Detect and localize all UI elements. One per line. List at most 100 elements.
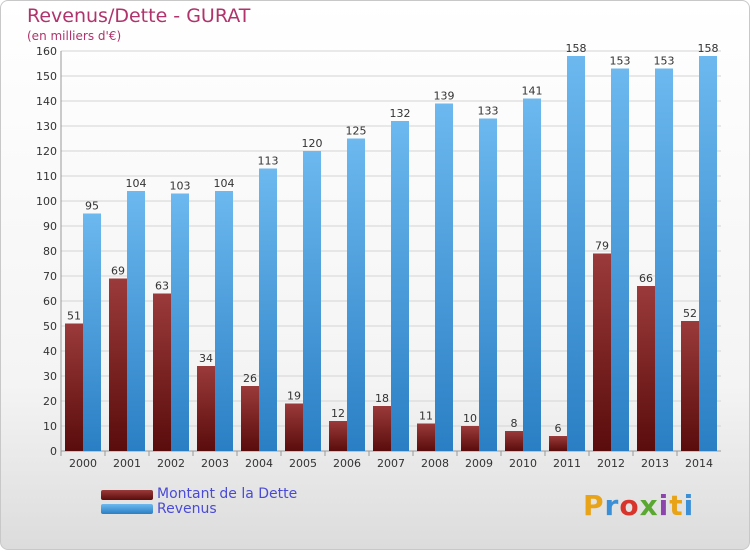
x-tick-label: 2013 [641, 457, 669, 470]
x-tick-label: 2002 [157, 457, 185, 470]
x-tick-label: 2001 [113, 457, 141, 470]
data-label-revenue: 95 [85, 200, 99, 213]
data-label-revenue: 153 [654, 55, 675, 68]
y-tick-label: 50 [43, 320, 57, 333]
data-label-revenue: 133 [478, 105, 499, 118]
data-label-debt: 26 [243, 372, 257, 385]
bar-revenue [655, 68, 673, 451]
bar-revenue [83, 213, 101, 451]
logo-letter: P [583, 489, 605, 522]
data-label-debt: 66 [639, 272, 653, 285]
y-tick-label: 40 [43, 345, 57, 358]
bar-debt [549, 436, 567, 451]
legend-swatch-revenue [101, 504, 153, 514]
data-label-debt: 11 [419, 410, 433, 423]
data-label-debt: 79 [595, 240, 609, 253]
data-label-debt: 8 [511, 417, 518, 430]
x-tick-label: 2009 [465, 457, 493, 470]
logo-letter: i [683, 489, 695, 522]
data-label-debt: 52 [683, 307, 697, 320]
data-label-revenue: 104 [214, 177, 235, 190]
y-tick-label: 150 [36, 70, 57, 83]
logo-letter: t [669, 489, 684, 522]
y-tick-label: 70 [43, 270, 57, 283]
bar-revenue [391, 121, 409, 451]
y-tick-label: 90 [43, 220, 57, 233]
bar-debt [417, 423, 435, 451]
bars [65, 56, 717, 451]
x-tick-label: 2007 [377, 457, 405, 470]
data-label-debt: 12 [331, 407, 345, 420]
y-tick-label: 160 [36, 45, 57, 58]
y-tick-label: 10 [43, 420, 57, 433]
x-tick-label: 2005 [289, 457, 317, 470]
y-tick-label: 130 [36, 120, 57, 133]
y-tick-label: 140 [36, 95, 57, 108]
data-label-revenue: 120 [302, 137, 323, 150]
data-label-debt: 10 [463, 412, 477, 425]
proxiti-logo: Proxiti [583, 489, 694, 522]
bar-revenue [215, 191, 233, 451]
y-tick-label: 20 [43, 395, 57, 408]
bar-revenue [567, 56, 585, 451]
y-tick-label: 80 [43, 245, 57, 258]
data-label-debt: 19 [287, 390, 301, 403]
data-label-revenue: 103 [170, 180, 191, 193]
legend-swatch-debt [101, 490, 153, 500]
y-tick-label: 0 [50, 445, 57, 458]
bar-debt [637, 286, 655, 451]
bar-debt [373, 406, 391, 451]
data-label-revenue: 139 [434, 90, 455, 103]
data-label-revenue: 113 [258, 155, 279, 168]
bar-revenue [259, 168, 277, 451]
bar-debt [65, 323, 83, 451]
y-tick-label: 60 [43, 295, 57, 308]
y-tick-label: 110 [36, 170, 57, 183]
data-label-debt: 18 [375, 392, 389, 405]
bar-debt [109, 278, 127, 451]
logo-letter: o [619, 489, 640, 522]
data-label-debt: 34 [199, 352, 213, 365]
bar-revenue [699, 56, 717, 451]
bar-debt [593, 253, 611, 451]
data-label-revenue: 158 [698, 42, 719, 55]
bar-debt [285, 403, 303, 451]
bar-revenue [303, 151, 321, 451]
x-tick-label: 2010 [509, 457, 537, 470]
bar-revenue [127, 191, 145, 451]
bar-debt [329, 421, 347, 451]
x-tick-label: 2003 [201, 457, 229, 470]
data-label-revenue: 132 [390, 107, 411, 120]
legend-label-debt: Montant de la Dette [157, 486, 298, 502]
chart-subtitle: (en milliers d'€) [27, 29, 122, 43]
bar-debt [153, 293, 171, 451]
bar-debt [197, 366, 215, 451]
data-label-revenue: 125 [346, 125, 367, 138]
bar-revenue [171, 193, 189, 451]
bar-revenue [347, 138, 365, 451]
y-tick-label: 100 [36, 195, 57, 208]
bar-debt [505, 431, 523, 451]
logo-letter: r [604, 489, 620, 522]
data-label-debt: 51 [67, 310, 81, 323]
data-label-debt: 6 [555, 422, 562, 435]
data-labels: 51 95 69 104 63 103 34 104 26 113 19 120 12 125 18 132 1… [67, 42, 719, 435]
bar-debt [241, 386, 259, 451]
data-label-debt: 69 [111, 265, 125, 278]
x-tick-label: 2008 [421, 457, 449, 470]
bar-revenue [479, 118, 497, 451]
x-tick-label: 2006 [333, 457, 361, 470]
y-tick-label: 30 [43, 370, 57, 383]
x-tick-label: 2014 [685, 457, 713, 470]
logo-letter: x [639, 489, 659, 522]
data-label-revenue: 153 [610, 55, 631, 68]
chart-title: Revenus/Dette - GURAT [27, 5, 251, 27]
data-label-revenue: 158 [566, 42, 587, 55]
bar-revenue [611, 68, 629, 451]
data-label-revenue: 104 [126, 177, 147, 190]
x-tick-label: 2000 [69, 457, 97, 470]
x-tick-label: 2011 [553, 457, 581, 470]
bar-debt [681, 321, 699, 451]
